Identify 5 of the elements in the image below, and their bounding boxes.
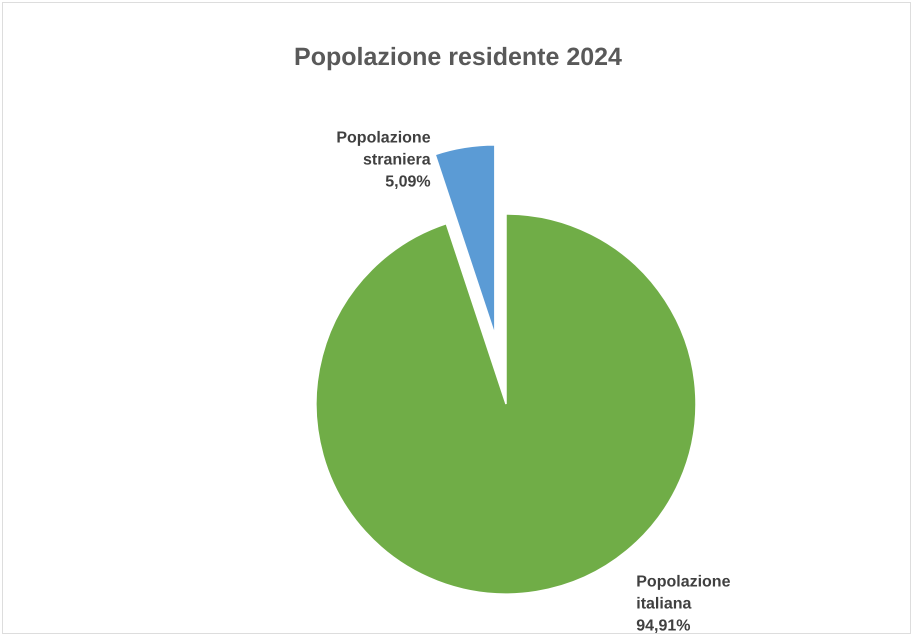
data-label: 94,91% xyxy=(636,618,691,635)
data-label: 5,09% xyxy=(385,173,431,190)
slice-label: Popolazione straniera xyxy=(336,129,431,168)
slice-label: Popolazione italiana xyxy=(636,574,731,613)
chart-title: Popolazione residente 2024 xyxy=(294,43,622,71)
